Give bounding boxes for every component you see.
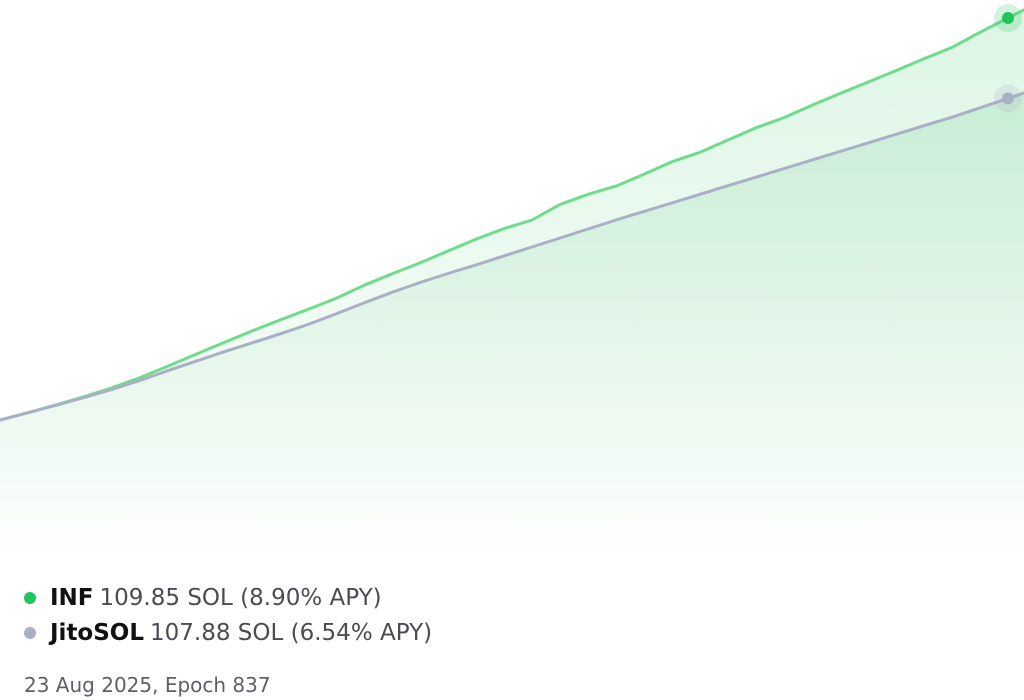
legend-inf-value: 109.85 SOL (8.90% APY) <box>99 584 382 611</box>
chart-legend: INF 109.85 SOL (8.90% APY) JitoSOL 107.8… <box>24 580 432 650</box>
inf-line <box>0 8 1024 422</box>
legend-inf-name: INF <box>50 584 94 611</box>
inf-end-point <box>1002 12 1014 24</box>
legend-jitosol-name: JitoSOL <box>50 619 145 646</box>
legend-item-inf: INF 109.85 SOL (8.90% APY) <box>24 580 432 615</box>
date-epoch-label: 23 Aug 2025, Epoch 837 <box>24 673 271 697</box>
inf-dot-icon <box>24 591 36 604</box>
legend-item-jitosol: JitoSOL 107.88 SOL (6.54% APY) <box>24 615 432 650</box>
legend-jitosol-value: 107.88 SOL (6.54% APY) <box>150 619 433 646</box>
yield-comparison-chart <box>0 4 1024 560</box>
jitosol-area <box>0 93 1024 560</box>
jitosol-line <box>0 91 1024 422</box>
chart-svg <box>0 4 1024 560</box>
jitosol-end-point <box>1002 92 1014 105</box>
jitosol-dot-icon <box>24 626 36 639</box>
